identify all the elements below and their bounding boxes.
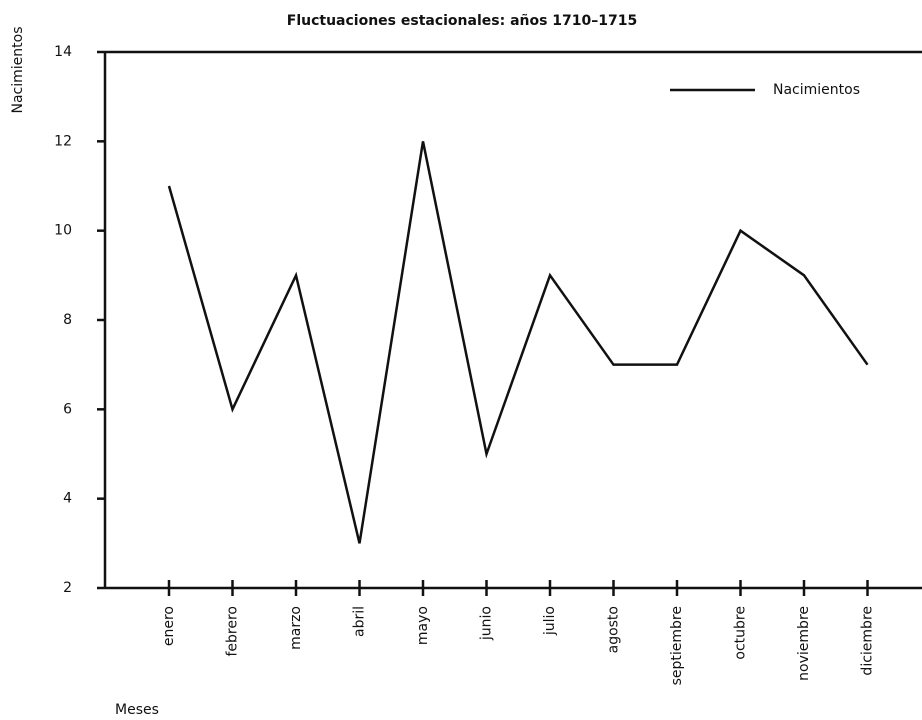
x-tick-label: junio <box>479 606 495 641</box>
data-line <box>167 141 869 544</box>
y-tick-label: 2 <box>63 580 72 596</box>
y-tick-label: 12 <box>54 133 72 149</box>
legend-label: Nacimientos <box>773 82 860 98</box>
x-tick-label: agosto <box>606 606 622 653</box>
x-tick-label: octubre <box>733 606 749 660</box>
x-tick-label: julio <box>542 606 558 636</box>
x-tick-label: mayo <box>415 606 431 645</box>
x-tick-label: septiembre <box>669 606 685 685</box>
x-axis-label: Meses <box>115 702 159 718</box>
x-tick-label: diciembre <box>860 606 876 676</box>
x-tick-label: enero <box>161 606 177 646</box>
x-tick-label: febrero <box>225 606 241 657</box>
x-tick-label: noviembre <box>796 606 812 681</box>
chart-title: Fluctuaciones estacionales: años 1710–17… <box>287 13 638 29</box>
y-tick-label: 14 <box>54 44 72 60</box>
x-tick-label: marzo <box>288 606 304 650</box>
y-tick-label: 10 <box>54 223 72 239</box>
x-tick-label: abril <box>352 606 368 637</box>
y-tick-label: 6 <box>63 401 72 417</box>
y-tick-label: 8 <box>63 312 72 328</box>
y-axis-label: Nacimientos <box>10 26 26 113</box>
y-tick-label: 4 <box>63 491 72 507</box>
